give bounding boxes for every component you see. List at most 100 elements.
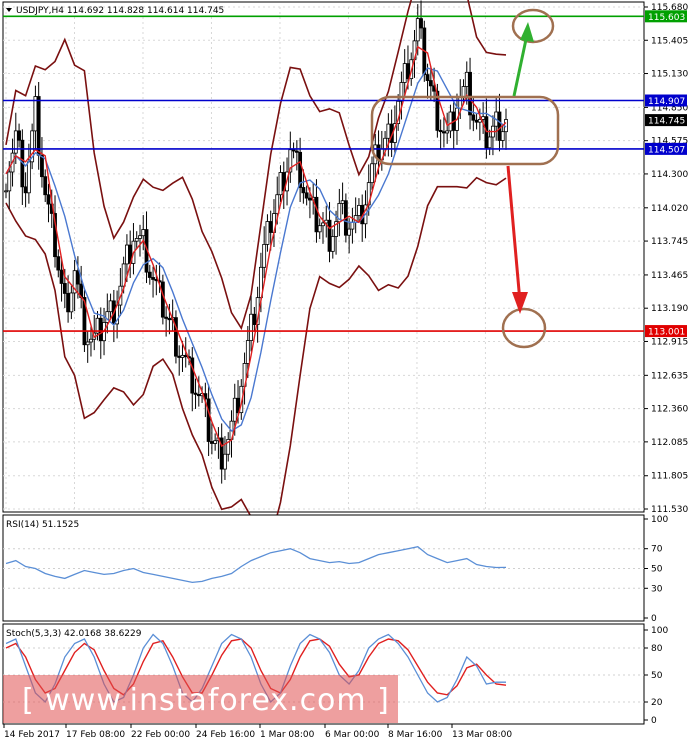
main-grid [3, 6, 644, 510]
candle-body [59, 269, 64, 284]
main-tick-label: 113.465 [651, 271, 688, 281]
stoch-main-line [5, 633, 506, 704]
sub-tick-label: 30 [651, 584, 663, 594]
dropdown-triangle-icon[interactable] [6, 8, 12, 12]
candle-body [151, 277, 155, 280]
main-tick-label: 113.190 [651, 304, 688, 314]
fast-ma-line [5, 45, 507, 448]
main-tick-label: 114.850 [651, 103, 688, 113]
candle-body [415, 18, 420, 42]
rsi-axis: 100 70 50 30 0 [644, 515, 668, 624]
level-tag-label: 114.745 [648, 117, 685, 127]
candle-body [23, 186, 28, 194]
down-arrow-line [506, 165, 522, 303]
candle-body [138, 235, 142, 239]
candle-body [304, 192, 309, 199]
candle-body [425, 74, 430, 81]
candle-body [458, 96, 463, 109]
main-tick-label: 112.635 [651, 371, 688, 381]
candle-body [294, 150, 299, 153]
up-arrow-head [520, 22, 534, 42]
candle-body [278, 172, 283, 196]
target-ellipse-down [501, 307, 547, 349]
time-label: 8 Mar 16:00 [388, 730, 443, 740]
candle-body [134, 238, 139, 242]
candles [4, 0, 508, 484]
time-label: 6 Mar 00:00 [325, 730, 380, 740]
candle-body [66, 293, 70, 313]
candle-body [399, 82, 404, 102]
sub-tick-label: 0 [651, 716, 657, 726]
bollinger-upper [5, 0, 507, 331]
main-tick-label: 115.405 [651, 36, 688, 46]
candle-body [26, 161, 31, 194]
target-ellipse-up [511, 8, 555, 44]
candle-body [334, 221, 338, 237]
candle-body [347, 228, 352, 236]
candle-body [13, 130, 18, 154]
candle-body [33, 96, 38, 132]
up-arrow-line [512, 29, 530, 97]
main-header: USDJPY,H4 114.692 114.828 114.614 114.74… [16, 6, 224, 16]
annotations [370, 8, 560, 349]
candle-body [40, 154, 44, 178]
candle-body [471, 114, 476, 121]
sub-tick-label: 80 [651, 644, 663, 654]
candle-body [317, 225, 322, 233]
time-axis: 14 Feb 2017 17 Feb 08:00 22 Feb 00:00 24 Fe… [3, 724, 512, 740]
candle-body [43, 176, 48, 196]
candle-body [209, 441, 214, 444]
candle-body [481, 116, 486, 120]
level-tag [645, 10, 687, 23]
down-arrow-head [512, 292, 528, 314]
candle-body [219, 437, 224, 470]
main-panel [2, 1, 645, 513]
candle-body [223, 453, 227, 470]
candle-body [500, 131, 505, 141]
candle-body [56, 256, 61, 271]
candle-body [30, 130, 35, 163]
candle-body [252, 313, 257, 325]
candle-body [314, 196, 319, 233]
level-tag-label: 114.907 [648, 97, 685, 107]
candle-body [53, 213, 57, 258]
candle-body [245, 340, 250, 364]
level-tag [645, 114, 687, 127]
watermark-text: [ www.instaforex.com ] [22, 683, 390, 718]
time-label: 13 Mar 08:00 [452, 730, 512, 740]
candle-body [419, 18, 423, 29]
sub-tick-label: 20 [651, 698, 663, 708]
candle-body [177, 355, 182, 358]
candle-body [46, 194, 51, 205]
time-label: 17 Feb 08:00 [66, 730, 125, 740]
watermark-band [3, 675, 398, 723]
candle-body [435, 90, 440, 131]
candle-body [448, 111, 453, 132]
main-tick-label: 114.575 [651, 137, 688, 147]
main-tick-label: 112.360 [651, 405, 688, 415]
candle-body [213, 440, 218, 444]
candle-body [402, 63, 407, 83]
candle-body [232, 397, 237, 422]
levels [3, 15, 644, 332]
main-tick-label: 112.085 [651, 438, 688, 448]
candle-body [147, 271, 152, 278]
main-tick-label: 114.020 [651, 204, 688, 214]
candle-body [357, 204, 361, 216]
candle-body [321, 222, 325, 227]
candle-body [141, 229, 146, 237]
main-tick-label: 115.680 [651, 3, 688, 13]
candle-body [468, 71, 472, 116]
candle-body [164, 316, 169, 319]
candle-body [4, 190, 8, 193]
level-tag [645, 142, 687, 155]
sub-tick-label: 70 [651, 545, 663, 555]
level-tag [645, 325, 687, 338]
main-price-axis: 111.530 111.805 112.085 112.360 112.635 112.9… [644, 3, 688, 515]
time-label: 14 Feb 2017 [4, 730, 60, 740]
rsi-grid [3, 548, 644, 589]
level-tag-label: 113.001 [648, 328, 685, 338]
candle-body [7, 171, 12, 192]
level-tag-label: 115.603 [648, 13, 685, 23]
candle-body [308, 197, 312, 201]
